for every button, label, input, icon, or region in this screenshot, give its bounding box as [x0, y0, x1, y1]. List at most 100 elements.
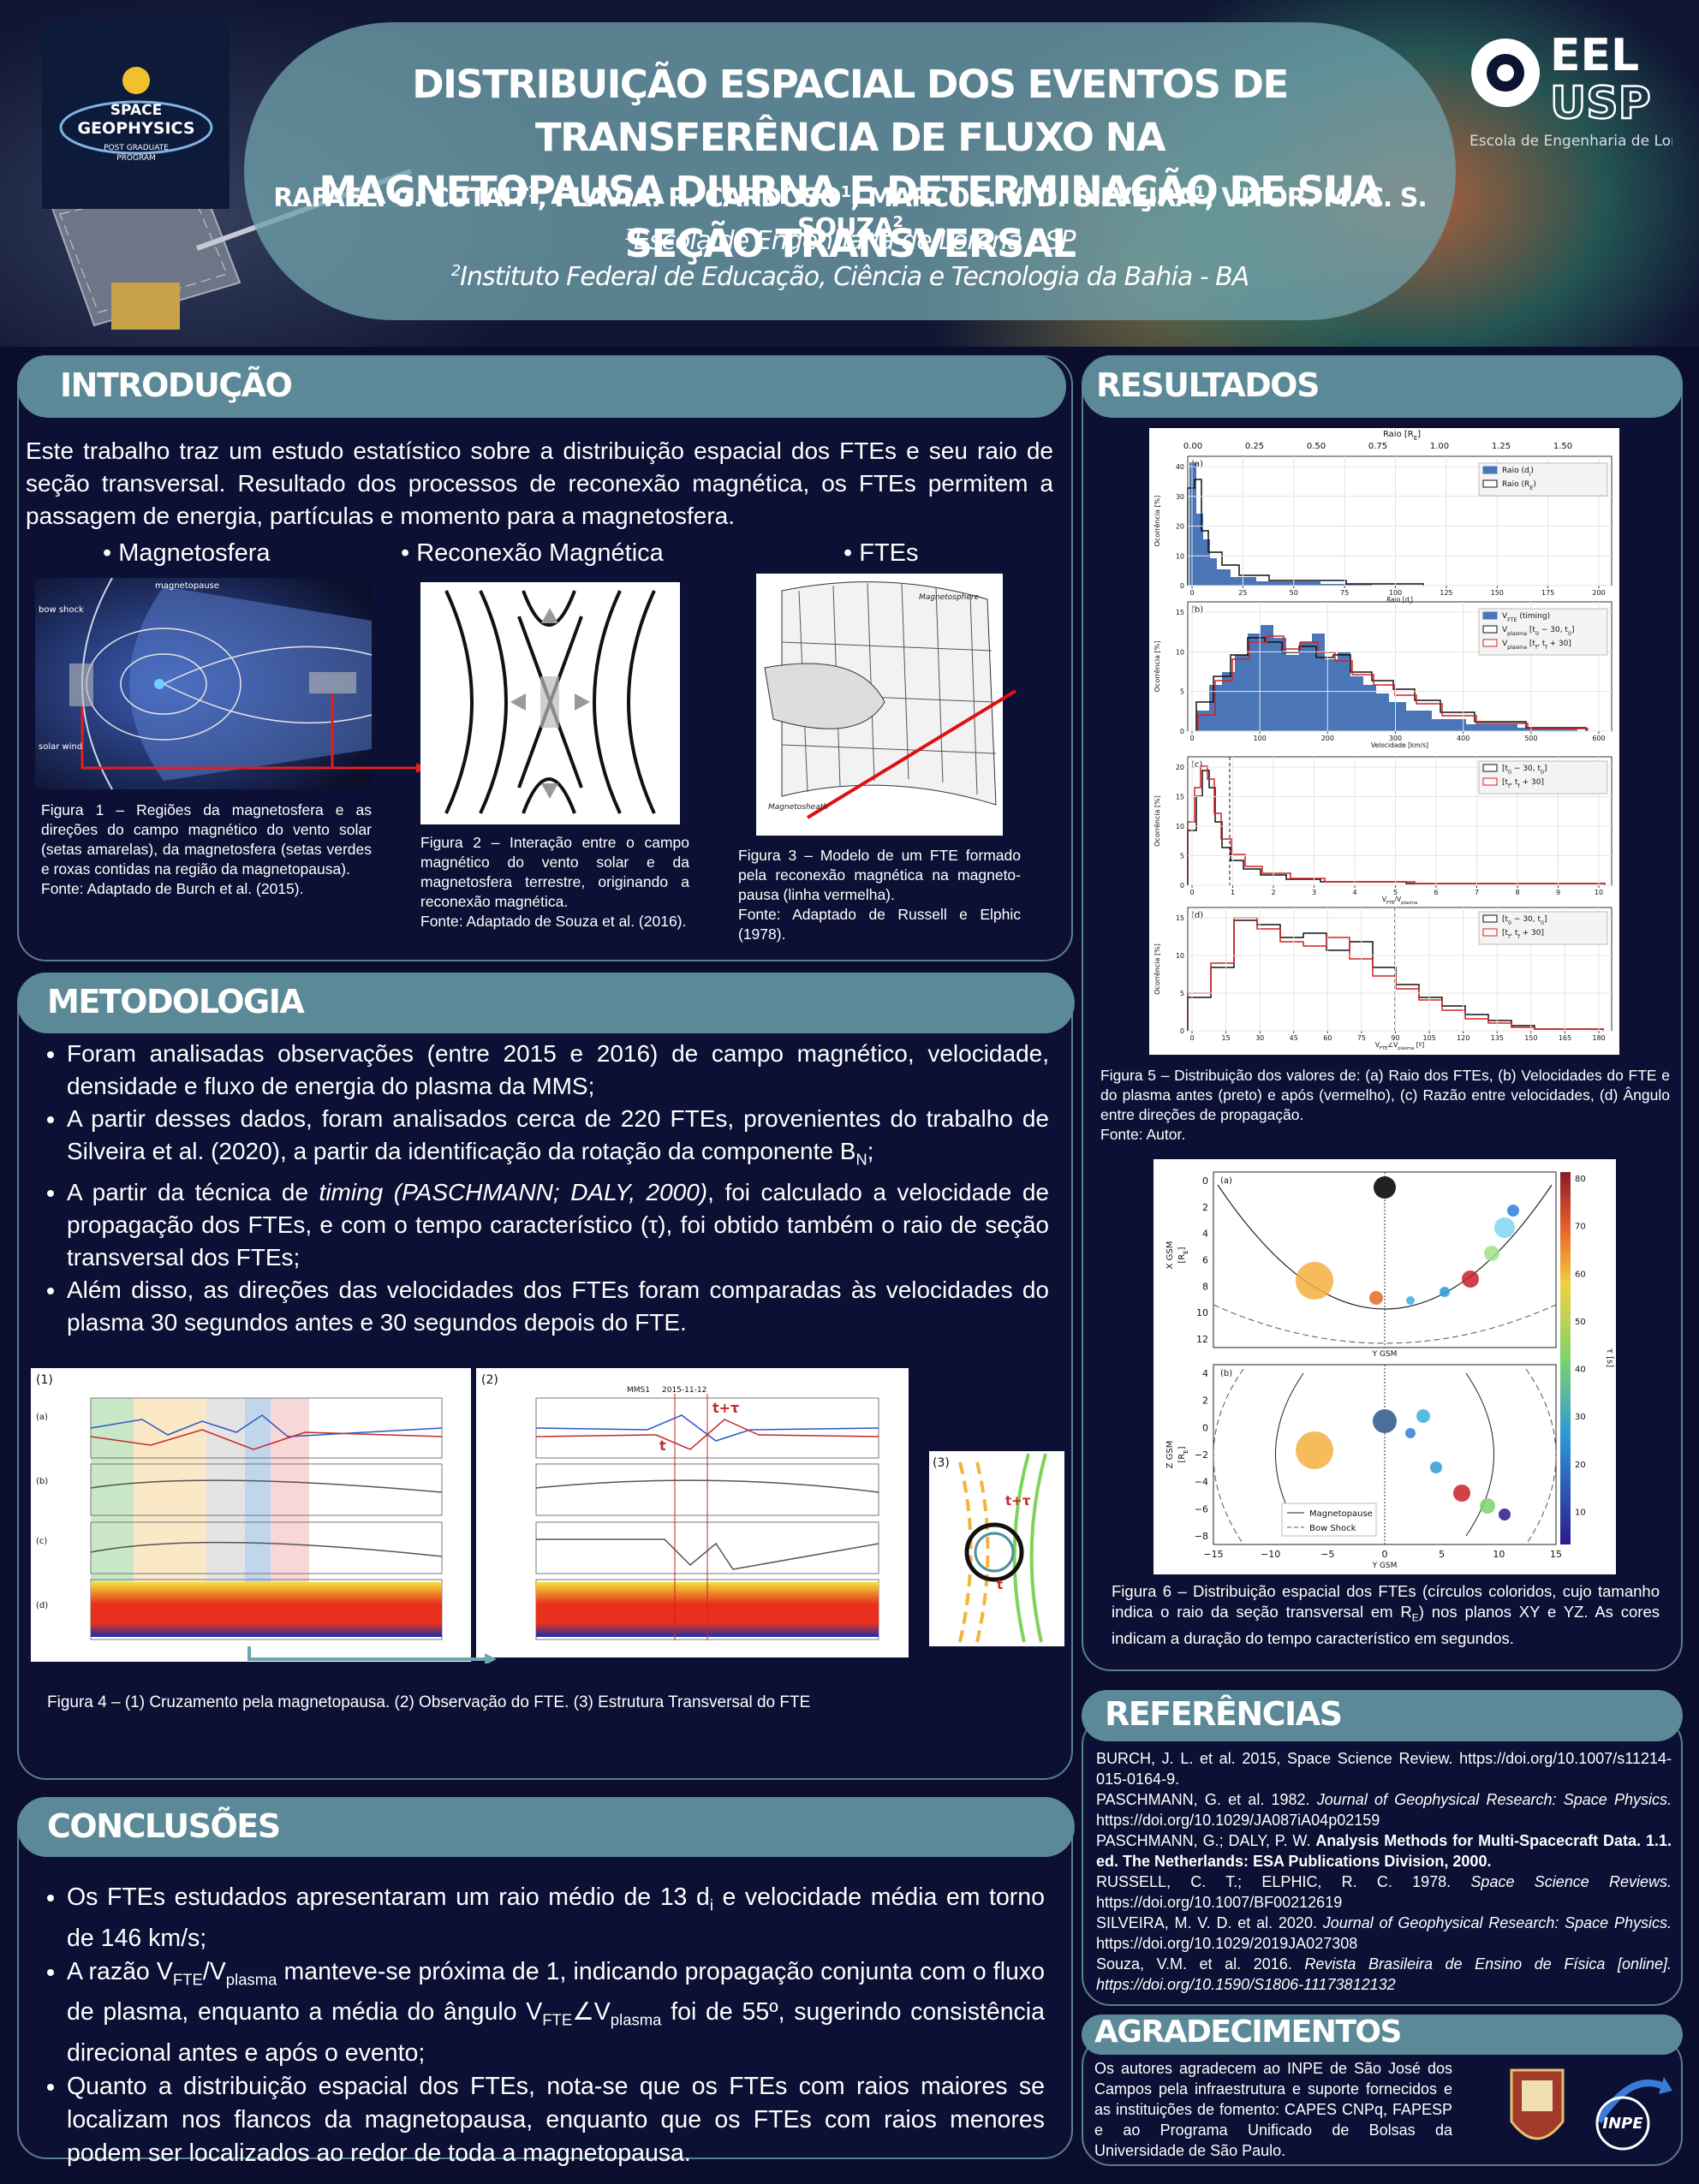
x-tick-label: 45 [1290, 1034, 1298, 1042]
figure-caption: Figura 2 – Interação entre o campo magné… [420, 833, 689, 931]
reference-text: BURCH, J. L. et al. 2015, Space Science … [1096, 1750, 1672, 1788]
legend-entry: VFTE (timing) [1502, 612, 1550, 623]
legend-swatch [1482, 611, 1498, 620]
colorbar-label: τ [s] [1605, 1348, 1614, 1367]
colorbar-tick-label: 10 [1575, 1509, 1586, 1518]
section-title: METODOLOGIA [47, 983, 305, 1021]
bullet-sub: plasma [225, 1970, 277, 1989]
image-label: t [997, 1577, 1003, 1592]
bullet-text: A razão V [67, 1957, 173, 1985]
acknowledgements-box [1082, 2036, 1683, 2166]
x-tick-label: 75 [1340, 589, 1349, 597]
legend-entry-part: ] [1544, 765, 1547, 773]
x-tick-label: 200 [1321, 735, 1334, 742]
bullet: Além disso, as direções das velocidades … [67, 1274, 1049, 1339]
figure-4: (1) (2) (3) (a) (b) (c) (d) MMS1 2015-11… [31, 1368, 1064, 1663]
bullet-text: /V [202, 1957, 226, 1985]
logo-text: PROGRAM [116, 154, 156, 163]
reference-text: https://doi.org/10.1007/BF00212619 [1096, 1894, 1343, 1911]
figure-label: • Magnetosfera [103, 539, 271, 567]
panel-label: (1) [36, 1373, 53, 1387]
y-tick-label: 30 [1176, 493, 1184, 501]
image-label: solar wind [39, 742, 82, 752]
bullet-text: Quanto a distribuição espacial dos FTEs,… [67, 2073, 1045, 2168]
legend-swatch [1482, 764, 1498, 772]
x-tick-label: 3 [1312, 889, 1316, 896]
panel-label: (b) [1220, 1369, 1232, 1378]
legend-entry-part: V [1502, 612, 1508, 621]
reference-text: PASCHMANN, G. et al. 1982. [1096, 1791, 1317, 1808]
top-axis-label-part: E [1414, 435, 1417, 442]
caption-sub: E [1411, 1611, 1419, 1624]
image-label: t+τ [1005, 1493, 1031, 1509]
author: RAFAEL. G. CUTAIT [273, 183, 528, 213]
image-label: Magnetosheath [768, 803, 828, 812]
image-label: t [659, 1437, 666, 1454]
legend-entry-part: , t [1510, 778, 1518, 787]
x-tick-label: 0 [1189, 735, 1194, 742]
references-header [1082, 1690, 1683, 1741]
bullet: Quanto a distribuição espacial dos FTEs,… [67, 2070, 1045, 2170]
x-axis-label-part: ] [1410, 596, 1413, 604]
author-mark: 1 [840, 183, 851, 201]
x-axis-label: VFTE∠Vplasma [º] [1375, 1041, 1424, 1051]
figure-1: magnetopause bow shock solar wind [35, 578, 427, 790]
references-list: BURCH, J. L. et al. 2015, Space Science … [1096, 1748, 1672, 1995]
y-tick-label: 0 [1180, 728, 1184, 735]
legend-entry-part: plasma [1507, 645, 1527, 651]
reference-italic: Journal of Geophysical Research: Space P… [1322, 1914, 1672, 1931]
legend-entry-part: (timing) [1517, 612, 1551, 621]
reference-italic: Space Science Reviews. [1470, 1873, 1672, 1890]
x-tick-label: 125 [1440, 589, 1452, 597]
colorbar-tick-label: 80 [1575, 1175, 1586, 1184]
y-tick-label: 0 [1180, 882, 1184, 890]
x-tick-label: 600 [1592, 735, 1605, 742]
y-axis-label: Ocorrência [%] [1153, 943, 1161, 995]
caption-source: Fonte: Autor. [1100, 1126, 1186, 1143]
x-axis-label-part: plasma [1401, 901, 1417, 906]
logo-text: SPACE [110, 102, 162, 119]
y-tick-label: 0 [1202, 1175, 1208, 1187]
y-tick-label: 15 [1176, 914, 1184, 922]
bullet: Foram analisadas observações (entre 2015… [67, 1038, 1049, 1103]
title-banner [244, 22, 1456, 320]
reference-text: SILVEIRA, M. V. D. et al. 2020. [1096, 1914, 1323, 1931]
caption-source: Fonte: Adaptado de Burch et al. (2015). [41, 880, 304, 897]
reference: PASCHMANN, G. et al. 1982. Journal of Ge… [1096, 1789, 1672, 1830]
axis-unit-part: [R [1177, 1454, 1187, 1463]
y-tick-label: 10 [1176, 952, 1184, 960]
x-tick-label: 60 [1323, 1034, 1332, 1042]
reference-bold: Analysis Methods for Multi-Spacecraft Da… [1096, 1832, 1672, 1870]
x-axis-label-part: /V [1394, 896, 1402, 903]
section-title: REFERÊNCIAS [1105, 1695, 1343, 1733]
y-tick-label: 10 [1196, 1307, 1208, 1318]
legend-entry-part: 0 [1535, 631, 1539, 637]
figure-caption: Figura 3 – Modelo de um FTE formado pela… [738, 846, 1021, 944]
figure-label-text: FTEs [859, 539, 919, 567]
figure-3: Magnetosphere Magnetosheath [756, 574, 1017, 836]
x-axis-label-part: Raio [d [1386, 596, 1410, 604]
panel-label: (d) [1191, 911, 1203, 920]
legend-entry-part: [t [1527, 640, 1535, 648]
y-tick-label: 0 [1202, 1422, 1208, 1433]
poster-title: DISTRIBUIÇÃO ESPACIAL DOS EVENTOS DE TRA… [257, 58, 1443, 271]
legend-entry-part: f [1508, 783, 1511, 789]
image-label: MMS1 [627, 1386, 650, 1395]
y-tick-label: 10 [1176, 648, 1184, 656]
legend-entry-part: plasma [1507, 631, 1527, 637]
x-axis-label-part: FTE [1386, 901, 1394, 906]
section-title: RESULTADOS [1096, 366, 1320, 404]
legend-entry-part: − 30, t [1511, 915, 1541, 924]
bullet-text: Além disso, as direções das velocidades … [67, 1276, 1049, 1336]
bullet-sub: FTE [542, 2011, 573, 2030]
axis-label: X GSM [1165, 1241, 1175, 1270]
x-tick-label: 120 [1457, 1034, 1469, 1042]
reference-text: PASCHMANN, G.; DALY, P. W. [1096, 1832, 1316, 1849]
legend-entry-part: 0 [1508, 920, 1511, 926]
y-tick-label: 4 [1202, 1229, 1208, 1240]
caption-source: Fonte: Adaptado de Souza et al. (2016). [420, 913, 687, 930]
bullet-italic: timing (PASCHMANN; DALY, 2000) [319, 1178, 708, 1205]
axis-unit-part: [R [1177, 1254, 1187, 1264]
bullet: A razão VFTE/Vplasma manteve-se próxima … [67, 1955, 1045, 2070]
